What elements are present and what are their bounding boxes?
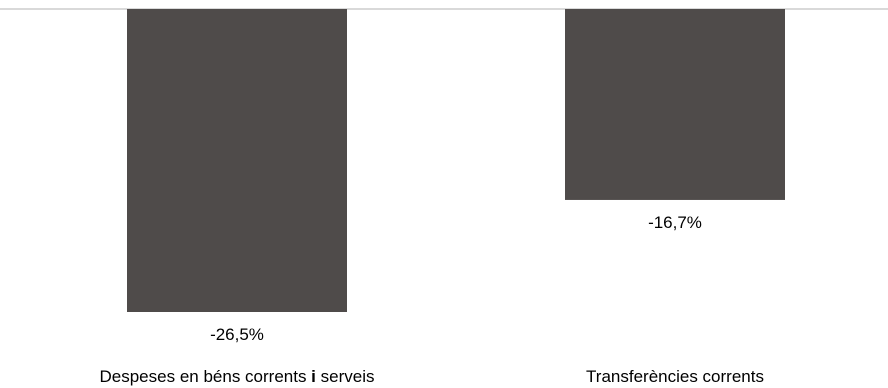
bar-1 [127, 9, 347, 312]
bars-group [127, 9, 785, 312]
data-label-2: -16,7% [648, 213, 702, 232]
data-label-1: -26,5% [210, 325, 264, 344]
category-labels-group: Despeses en béns corrents i serveis Trans… [100, 367, 764, 386]
category-label-1: Despeses en béns corrents i serveis [100, 367, 375, 386]
bar-2 [565, 9, 785, 200]
data-labels-group: -26,5% -16,7% [210, 213, 702, 344]
category-label-2: Transferències corrents [586, 367, 764, 386]
